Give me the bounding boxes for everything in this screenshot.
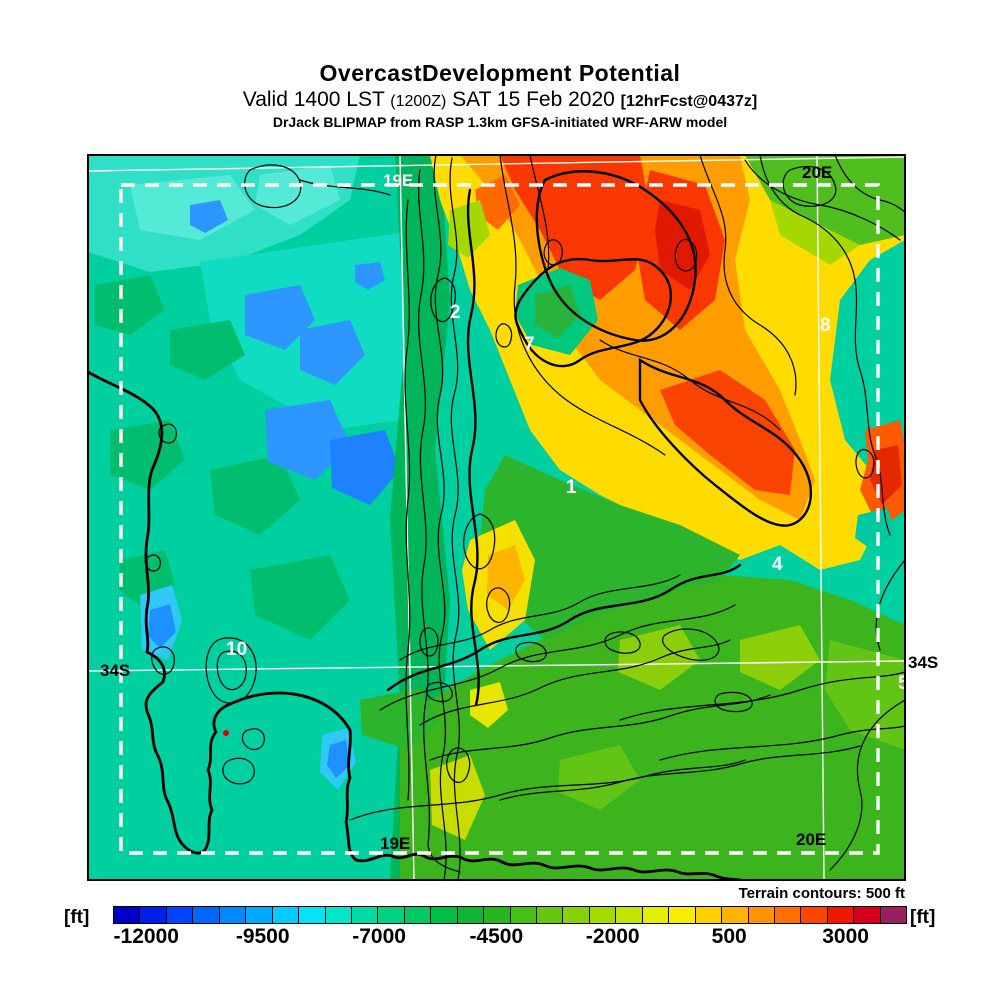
- region-number-1: 1: [566, 477, 577, 498]
- grid-label-19e-bottom: 19E: [380, 834, 410, 853]
- model-info-line: DrJack BLIPMAP from RASP 1.3km GFSA-init…: [272, 113, 728, 130]
- grid-label-20e-bottom: 20E: [796, 830, 826, 849]
- map-labels: 19E 20E 19E 20E 34S 2 7 1 8 4 10 5: [100, 163, 909, 853]
- colorbar-tick: -2000: [585, 925, 640, 948]
- colorbar-scale: [113, 906, 907, 924]
- header: OvercastDevelopment Potential Valid 1400…: [0, 60, 1000, 130]
- coastline: [88, 370, 741, 880]
- grid-label-34s-left: 34S: [100, 661, 130, 680]
- valid-time-line: Valid 1400 LST (1200Z) SAT 15 Feb 2020 […: [0, 88, 1000, 112]
- region-number-10: 10: [226, 639, 247, 660]
- site-marker-dot: [223, 730, 229, 736]
- colorbar-tick: -12000: [113, 925, 179, 948]
- region-number-4: 4: [772, 554, 783, 575]
- region-number-2: 2: [450, 302, 461, 323]
- map-frame: [87, 154, 906, 881]
- grid-label-34s-right: 34S: [908, 653, 938, 672]
- potential-fill-layer: [88, 155, 905, 880]
- region-number-5: 5: [898, 673, 909, 694]
- colorbar-unit-right: [ft]: [910, 907, 936, 928]
- colorbar-ticks: -12000 -9500 -7000 -4500 -2000 500 3000: [113, 906, 905, 950]
- valid-zulu: (1200Z): [390, 93, 447, 111]
- terrain-contours: [144, 155, 905, 880]
- domain-boundary: [119, 183, 880, 855]
- valid-date: SAT 15 Feb 2020: [452, 88, 615, 112]
- colorbar-tick: -9500: [235, 925, 290, 948]
- valid-time: Valid 1400 LST: [242, 88, 385, 112]
- colorbar-tick: 500: [711, 925, 747, 948]
- colorbar-tick: 3000: [822, 925, 869, 948]
- colorbar-tick: -4500: [469, 925, 524, 948]
- region-number-8: 8: [820, 315, 831, 336]
- grid-label-19e-top: 19E: [383, 171, 413, 190]
- grid-label-20e-top: 20E: [802, 163, 832, 182]
- page-title: OvercastDevelopment Potential: [319, 60, 681, 86]
- colorbar-tick: -7000: [352, 925, 406, 948]
- forecast-cycle: [12hrFcst@0437z]: [620, 93, 758, 111]
- terrain-contours-note: Terrain contours: 500 ft: [739, 885, 905, 902]
- region-number-7: 7: [524, 334, 535, 355]
- colorbar-unit-left: [ft]: [64, 907, 90, 928]
